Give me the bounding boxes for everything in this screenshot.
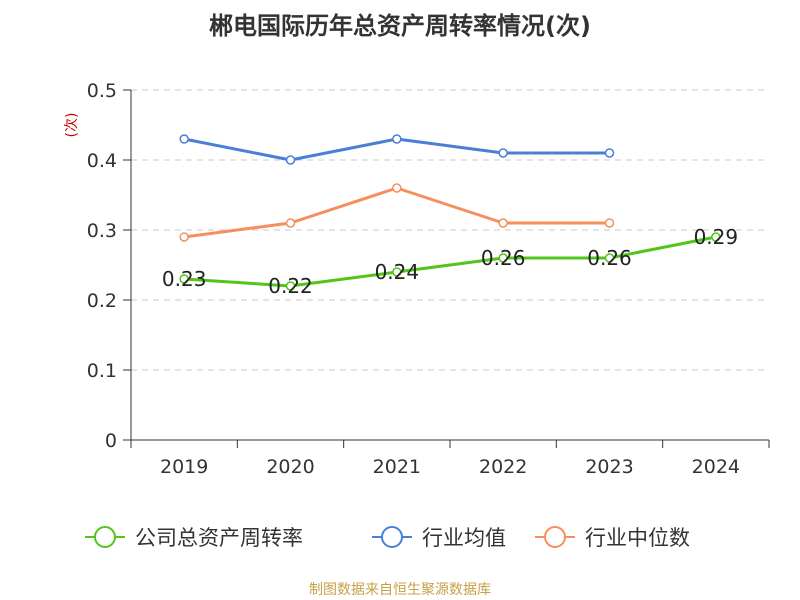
legend-item[interactable]: 行业均值	[372, 526, 506, 550]
series-line	[184, 235, 717, 288]
data-point[interactable]	[604, 218, 615, 228]
data-label: 0.26	[481, 246, 526, 270]
data-label: 0.23	[162, 267, 207, 291]
legend-swatch-marker	[94, 526, 116, 548]
legend-label: 行业中位数	[585, 526, 690, 550]
data-point[interactable]	[604, 253, 615, 263]
data-label: 0.22	[268, 274, 313, 298]
legend-item[interactable]: 行业中位数	[535, 526, 690, 550]
data-point[interactable]	[285, 155, 296, 165]
x-tick-label: 2023	[585, 456, 633, 478]
data-point[interactable]	[604, 148, 615, 158]
legend-label: 行业均值	[422, 526, 506, 550]
data-label: 0.26	[587, 246, 632, 270]
x-tick-label: 2021	[373, 456, 421, 478]
series-group: 0.23 0.22 0.24 0.26 0.26 0.29	[162, 134, 739, 298]
legend[interactable]: 公司总资产周转率 行业均值 行业中位数	[85, 526, 690, 550]
x-tick-label: 2022	[479, 456, 527, 478]
grid-lines	[131, 89, 769, 371]
legend-swatch-marker	[544, 526, 566, 548]
x-tick-label: 2019	[160, 456, 208, 478]
y-tick-label: 0.3	[87, 220, 117, 242]
data-point[interactable]	[179, 232, 189, 242]
chart-title: 郴电国际历年总资产周转率情况(次)	[209, 12, 591, 40]
legend-label: 公司总资产周转率	[135, 526, 303, 550]
y-tick-label: 0.4	[87, 150, 117, 172]
data-point[interactable]	[498, 253, 508, 263]
source-footer: 制图数据来自恒生聚源数据库	[309, 582, 491, 598]
data-label: 0.24	[375, 260, 420, 284]
data-point[interactable]	[498, 148, 508, 158]
data-point[interactable]	[179, 134, 189, 144]
x-tick-label: 2020	[266, 456, 314, 478]
y-tick-label: 0	[105, 430, 117, 452]
data-point[interactable]	[179, 274, 189, 284]
data-point[interactable]	[392, 134, 402, 144]
y-tick-label: 0.1	[87, 360, 117, 382]
data-point[interactable]	[711, 232, 721, 242]
y-tick-label: 0.5	[87, 80, 117, 102]
y-axis-label: (次)	[64, 113, 80, 138]
legend-item[interactable]: 公司总资产周转率	[85, 526, 303, 550]
data-point[interactable]	[285, 281, 296, 291]
data-label: 0.29	[694, 225, 739, 249]
axes: 0 0.1 0.2 0.3 0.4 0.5 2019 2020 2021 2022 2023 2024	[87, 80, 770, 478]
data-point[interactable]	[392, 267, 402, 277]
data-point[interactable]	[498, 218, 508, 228]
data-point[interactable]	[285, 218, 296, 228]
data-point[interactable]	[392, 183, 402, 193]
y-tick-label: 0.2	[87, 290, 117, 312]
x-tick-label: 2024	[692, 456, 740, 478]
legend-swatch-marker	[381, 526, 403, 548]
